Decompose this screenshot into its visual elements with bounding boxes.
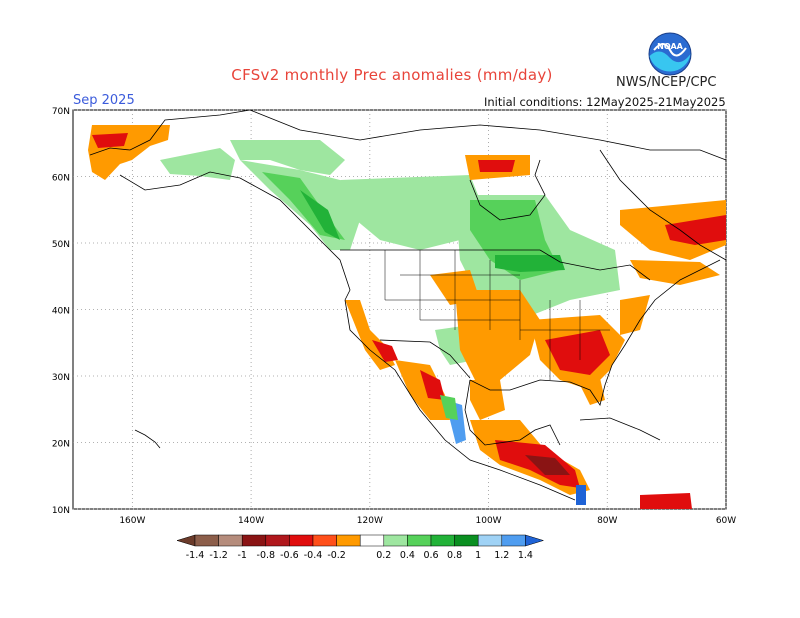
us-canada-border (340, 249, 651, 281)
hudson-bay (469, 159, 546, 221)
us-mexico-border (379, 339, 471, 379)
great-lakes-very-wet-area (495, 255, 565, 272)
colorbar-tick-label: -0.6 (280, 550, 299, 561)
lon-label: 120W (357, 516, 383, 526)
colorbar-tick-label: -0.4 (304, 550, 323, 561)
colorbar-segment (477, 534, 503, 547)
lon-label: 60W (716, 516, 736, 526)
gulf-coast (469, 259, 721, 406)
venezuela-dry-area (640, 493, 692, 509)
lon-label: 80W (597, 516, 617, 526)
colorbar-right-arrow (525, 534, 545, 547)
mexico-wet-coast-green (440, 395, 458, 420)
title-text: CFSv2 monthly Prec anomalies (mm/day) (231, 66, 553, 84)
lon-label: 140W (238, 516, 264, 526)
colorbar-tick-label: 1.2 (494, 550, 509, 561)
lat-label: 10N (52, 506, 70, 516)
noaa-logo: NOAA (648, 32, 692, 80)
colorbar-tick-label: 0.6 (423, 550, 438, 561)
colorbar-tick-label: -1.2 (209, 550, 228, 561)
california-very-dry-area (372, 340, 398, 362)
colorbar-left-arrow (176, 534, 196, 547)
lat-label: 30N (52, 373, 70, 383)
cuba (579, 417, 661, 441)
labrador-coast (599, 149, 727, 261)
period-label: Sep 2025 (73, 93, 135, 108)
anomaly-shading (88, 125, 726, 509)
initial-conditions-label: Initial conditions: 12May2025-21May2025 (484, 95, 726, 109)
lat-label: 50N (52, 240, 70, 250)
maritimes-dry-area (630, 260, 720, 285)
state-borders (384, 250, 610, 380)
colorbar-segment (312, 534, 337, 547)
colorbar-segment (289, 534, 314, 547)
bc-very-wet-area (300, 190, 340, 240)
central-america-strongest-dry-area (525, 455, 570, 475)
colorbar-tick-label: 1 (475, 550, 481, 561)
latitude-labels: 70N 60N 50N 40N 30N 20N 10N (52, 107, 70, 516)
hudson-very-dry-area (478, 160, 515, 172)
arctic-coast (249, 109, 727, 161)
colorbar-tick-label: -0.2 (327, 550, 346, 561)
colorbar-segment (241, 534, 267, 547)
colorbar-tick-label: -0.8 (257, 550, 276, 561)
colorbar-segment (265, 534, 290, 547)
west-coast (344, 299, 576, 501)
map-title: CFSv2 monthly Prec anomalies (mm/day) (0, 66, 800, 84)
colorbar-segment (454, 534, 479, 547)
mexico-west-dry-area (395, 360, 450, 420)
graticule (73, 109, 727, 510)
central-canada-wet-area (340, 175, 480, 250)
colorbar-segment (218, 534, 243, 547)
longitude-labels: 160W 140W 120W 100W 80W 60W (119, 516, 736, 526)
labrador-very-dry-area (665, 215, 726, 245)
colorbar-segment (430, 534, 455, 547)
mexico-very-dry-area (420, 370, 445, 400)
colorbar-segment (359, 534, 385, 547)
lon-label: 100W (476, 516, 502, 526)
colorbar: -1.4 -1.2 -1 -0.8 -0.6 -0.4 -0.2 0.2 0.4 0.6 0.8 1 1… (176, 534, 545, 561)
colorbar-segment (336, 534, 361, 547)
colorbar-segment (407, 534, 432, 547)
hawaii (134, 429, 161, 449)
lat-label: 40N (52, 307, 70, 317)
alaska-very-dry-area (92, 133, 128, 148)
lon-label: 160W (119, 516, 145, 526)
colorbar-segment (194, 534, 219, 547)
southeast-very-dry-area (545, 330, 610, 375)
colorbar-tick-label: 0.2 (376, 550, 391, 561)
coastlines (89, 109, 727, 501)
central-us-dry-area (455, 290, 540, 380)
east-coast-dry-area (620, 295, 650, 335)
colorbar-tick-label: -1 (237, 550, 246, 561)
agency-label: NWS/NCEP/CPC (616, 75, 717, 90)
lat-label: 60N (52, 174, 70, 184)
lat-label: 20N (52, 440, 70, 450)
alaska-wet-area (160, 148, 235, 180)
colorbar-tick-label: 0.8 (447, 550, 462, 561)
mexico-gulf (464, 379, 561, 446)
panama-wet-area (576, 485, 586, 505)
lat-label: 70N (52, 107, 70, 117)
colorbar-tick-label: 0.4 (400, 550, 415, 561)
colorbar-tick-label: -1.4 (186, 550, 205, 561)
logo-text: NOAA (657, 42, 683, 51)
colorbar-tick-label: 1.4 (518, 550, 533, 561)
yukon-wet-area (230, 140, 345, 175)
colorbar-segment (383, 534, 408, 547)
alaska-coast (89, 109, 351, 301)
colorbar-segment (501, 534, 526, 547)
